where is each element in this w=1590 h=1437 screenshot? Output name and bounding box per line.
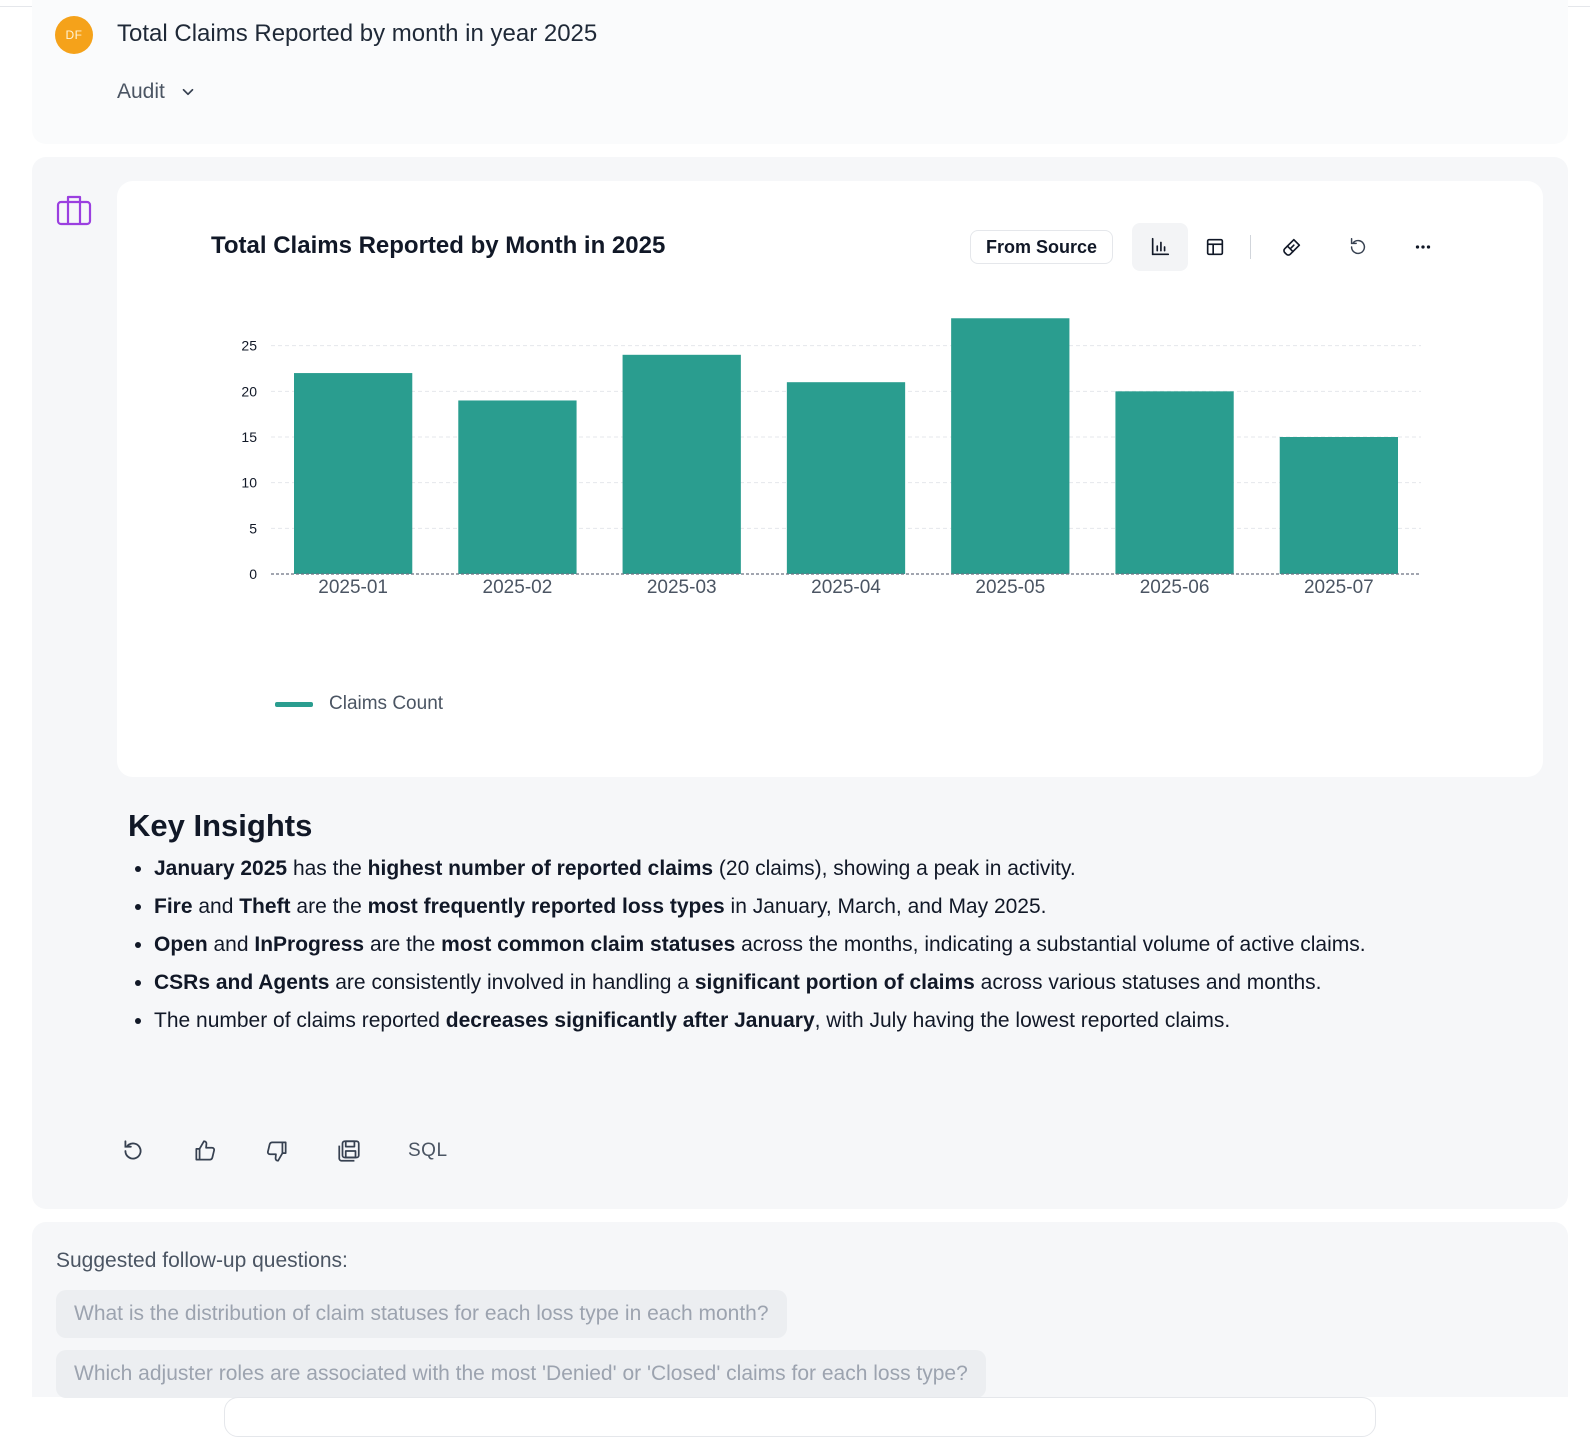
chart-legend[interactable]: Claims Count (275, 693, 443, 715)
bar (622, 354, 741, 574)
insight-item: Fire and Theft are the most frequently r… (154, 888, 1534, 926)
more-options-button[interactable] (1395, 223, 1451, 271)
legend-label: Claims Count (329, 693, 444, 714)
regenerate-button[interactable] (120, 1138, 146, 1164)
bar-chart: 0 5 10 15 20 25 2025-01 2025-02 2025-03 2025-04 20… (241, 318, 1421, 598)
insight-text: and (207, 933, 255, 956)
x-tick-label: 2025-05 (975, 577, 1045, 598)
bar-chart-icon (1151, 237, 1170, 256)
insight-emphasis: Fire (154, 895, 193, 918)
insight-text: are the (290, 895, 368, 918)
y-tick-label: 15 (241, 429, 257, 445)
x-tick-label: 2025-02 (483, 577, 553, 598)
insight-emphasis: most common claim statuses (441, 933, 736, 956)
followup-label: Suggested follow-up questions: (56, 1249, 348, 1272)
audit-toggle[interactable]: Audit (117, 80, 197, 104)
insight-item: Open and InProgress are the most common … (154, 926, 1534, 964)
reset-button[interactable] (1330, 223, 1386, 271)
insight-text: across the months, indicating a substant… (735, 933, 1366, 956)
bar (786, 382, 906, 574)
regenerate-icon (124, 1140, 142, 1160)
save-button[interactable] (336, 1138, 362, 1164)
insight-text: has the (287, 857, 368, 880)
insight-emphasis: Open (154, 933, 208, 956)
chart-title: Total Claims Reported by Month in 2025 (211, 232, 666, 259)
insights-list: January 2025 has the highest number of r… (154, 850, 1534, 1040)
paintbrush-icon (1283, 238, 1301, 256)
x-tick-label: 2025-07 (1304, 577, 1374, 598)
y-tick-label: 25 (241, 338, 257, 354)
insight-emphasis: Theft (239, 895, 291, 918)
table-view-button[interactable] (1187, 223, 1243, 271)
bar (1115, 391, 1234, 574)
more-icon (1415, 245, 1431, 249)
answer-actions: SQL (120, 1138, 448, 1164)
insight-emphasis: January 2025 (154, 857, 288, 880)
insight-text: are the (364, 933, 442, 956)
insight-text: are consistently involved in handling a (329, 971, 695, 994)
bar (1279, 437, 1398, 574)
bar (951, 318, 1070, 574)
thumbs-up-icon (195, 1140, 216, 1161)
followup-question-chip[interactable]: Which adjuster roles are associated with… (56, 1350, 986, 1398)
save-icon (338, 1140, 360, 1162)
x-tick-label: 2025-06 (1140, 577, 1210, 598)
from-source-button[interactable]: From Source (970, 230, 1113, 264)
insight-item: The number of claims reported decreases … (154, 1002, 1534, 1040)
x-tick-label: 2025-01 (318, 577, 388, 598)
chevron-down-icon (182, 88, 194, 96)
refresh-icon (1350, 238, 1366, 255)
insight-emphasis: significant portion of claims (694, 971, 975, 994)
audit-label: Audit (117, 80, 165, 103)
insight-text: in January, March, and May 2025. (724, 895, 1047, 918)
insight-emphasis: highest number of reported claims (367, 857, 714, 880)
insight-emphasis: InProgress (254, 933, 365, 956)
sql-button[interactable]: SQL (408, 1140, 448, 1161)
insight-item: CSRs and Agents are consistently involve… (154, 964, 1534, 1002)
thumbs-down-icon (266, 1141, 287, 1162)
user-avatar: DF (55, 16, 93, 54)
insights-title: Key Insights (128, 808, 313, 843)
user-query-card (32, 0, 1568, 144)
table-icon (1206, 238, 1224, 256)
insight-text: (20 claims), showing a peak in activity. (713, 857, 1076, 880)
bar (294, 373, 413, 574)
x-tick-label: 2025-03 (647, 577, 717, 598)
insight-text: , with July having the lowest reported c… (814, 1009, 1231, 1032)
thumbs-up-button[interactable] (192, 1138, 218, 1164)
insight-text: The number of claims reported (154, 1009, 446, 1032)
briefcase-icon (56, 195, 92, 226)
insight-emphasis: decreases significantly after January (445, 1009, 815, 1032)
legend-swatch (275, 701, 313, 707)
insight-emphasis: CSRs and Agents (154, 971, 330, 994)
chart-view-button[interactable] (1132, 223, 1188, 271)
style-button[interactable] (1264, 223, 1320, 271)
bar (458, 400, 577, 574)
insight-item: January 2025 has the highest number of r… (154, 850, 1534, 888)
user-query-text: Total Claims Reported by month in year 2… (117, 20, 598, 47)
y-tick-label: 10 (241, 475, 257, 491)
y-tick-label: 0 (249, 566, 257, 582)
toolbar-separator (1250, 235, 1251, 259)
thumbs-down-button[interactable] (264, 1138, 290, 1164)
chat-input-box[interactable] (224, 1397, 1376, 1437)
insight-text: across various statuses and months. (974, 971, 1322, 994)
followup-question-chip[interactable]: What is the distribution of claim status… (56, 1290, 787, 1338)
y-tick-label: 5 (249, 520, 257, 536)
x-tick-label: 2025-04 (811, 577, 881, 598)
y-tick-label: 20 (241, 383, 257, 399)
insight-text: and (192, 895, 240, 918)
insight-emphasis: most frequently reported loss types (367, 895, 725, 918)
